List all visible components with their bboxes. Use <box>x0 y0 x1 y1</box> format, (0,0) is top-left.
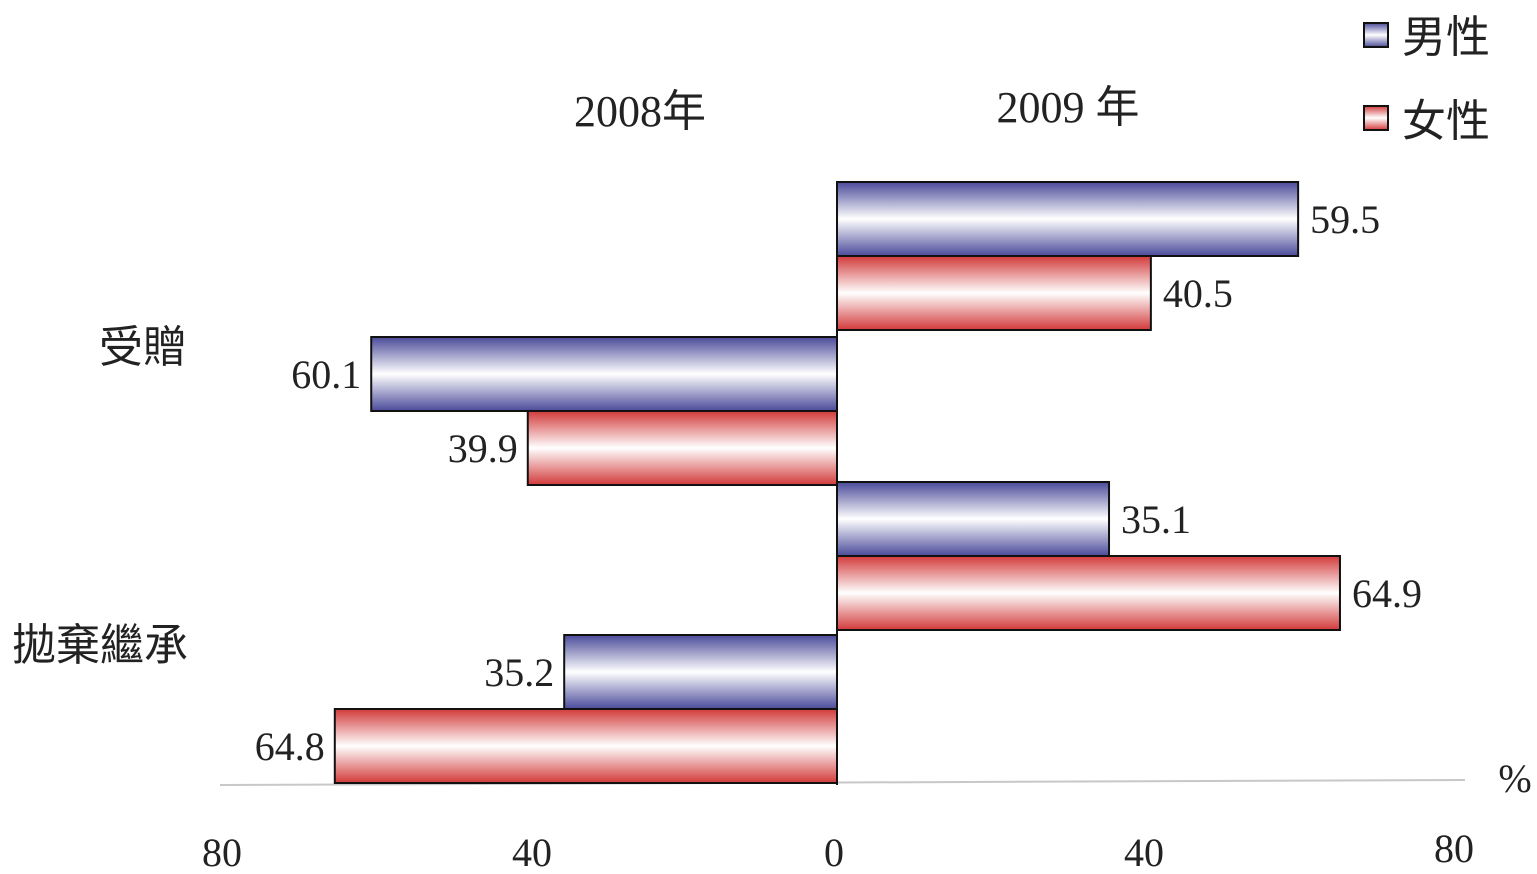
bar-value-label: 35.1 <box>1121 497 1191 542</box>
bar-value-label: 60.1 <box>291 352 361 397</box>
bar-value-label: 64.9 <box>1352 571 1422 616</box>
x-tick-label: 80 <box>1434 826 1474 871</box>
x-ticks: 80 40 0 40 80 <box>202 826 1474 874</box>
category-label-renounce: 拋棄繼承 <box>12 621 188 670</box>
bar-y2008-renounce-female <box>333 708 838 784</box>
bar-y2009-renounce-female <box>836 555 1341 631</box>
x-tick-label: 40 <box>1124 830 1164 874</box>
panel-title-2009: 2009 年 <box>997 83 1140 132</box>
x-tick-label: 40 <box>512 830 552 874</box>
x-tick-label: 80 <box>202 830 242 874</box>
bars-group: 59.5 40.5 60.1 39.9 35.1 64.9 35.2 64.8 <box>255 181 1422 784</box>
bar-y2008-gift-female <box>526 410 839 486</box>
x-tick-label: 0 <box>824 830 844 874</box>
x-axis-unit: % <box>1498 756 1531 801</box>
bar-y2009-renounce-male <box>836 481 1111 557</box>
x-axis-line <box>219 779 1466 786</box>
legend-label-male: 男性 <box>1402 13 1490 62</box>
bar-y2009-gift-male <box>836 181 1300 257</box>
legend-label-female: 女性 <box>1402 97 1490 146</box>
legend: 男性 女性 <box>1363 13 1490 146</box>
bar-value-label: 40.5 <box>1163 271 1233 316</box>
bar-y2008-gift-male <box>370 336 838 412</box>
bar-y2009-gift-female <box>836 255 1152 331</box>
legend-swatch-female <box>1363 105 1389 131</box>
panel-title-2008: 2008年 <box>574 87 706 136</box>
bar-value-label: 39.9 <box>448 426 518 471</box>
bar-y2008-renounce-male <box>563 634 838 710</box>
bar-value-label: 64.8 <box>255 724 325 769</box>
category-label-gift: 受贈 <box>99 323 187 372</box>
legend-swatch-male <box>1363 22 1389 48</box>
bar-value-label: 59.5 <box>1310 197 1380 242</box>
bar-value-label: 35.2 <box>484 650 554 695</box>
